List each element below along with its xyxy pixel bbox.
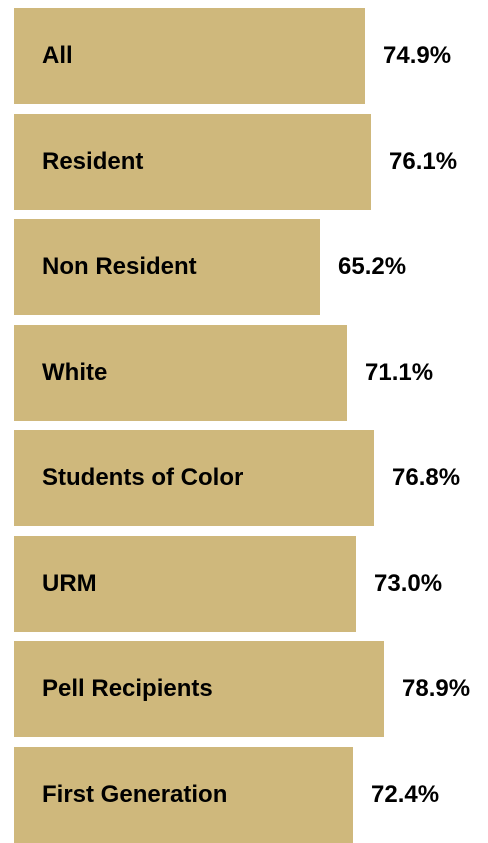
category-label: All (42, 42, 73, 69)
value-label: 76.8% (392, 464, 461, 491)
bar-row: Non Resident 65.2% (0, 219, 488, 315)
bar (14, 430, 374, 526)
category-label: White (42, 359, 108, 386)
category-label: First Generation (42, 781, 228, 808)
value-label: 65.2% (338, 253, 407, 280)
bar-row: First Generation 72.4% (0, 747, 488, 843)
value-label: 73.0% (374, 570, 443, 597)
category-label: Resident (42, 148, 144, 175)
bar-row: Students of Color 76.8% (0, 430, 488, 526)
value-label: 76.1% (389, 148, 458, 175)
bar (14, 325, 347, 421)
bar (14, 219, 320, 315)
bar (14, 8, 365, 104)
bar-row: All 74.9% (0, 8, 488, 104)
bar-row: URM 73.0% (0, 536, 488, 632)
category-label: Non Resident (42, 253, 197, 280)
bar-row: White 71.1% (0, 325, 488, 421)
bar-row: Resident 76.1% (0, 114, 488, 210)
category-label: Pell Recipients (42, 675, 213, 702)
value-label: 71.1% (365, 359, 434, 386)
value-label: 74.9% (383, 42, 452, 69)
bar (14, 114, 371, 210)
bar (14, 641, 384, 737)
value-label: 78.9% (402, 675, 471, 702)
category-label: URM (42, 570, 97, 597)
category-label: Students of Color (42, 464, 244, 491)
bar-row: Pell Recipients 78.9% (0, 641, 488, 737)
bar (14, 536, 356, 632)
bar (14, 747, 353, 843)
value-label: 72.4% (371, 781, 440, 808)
